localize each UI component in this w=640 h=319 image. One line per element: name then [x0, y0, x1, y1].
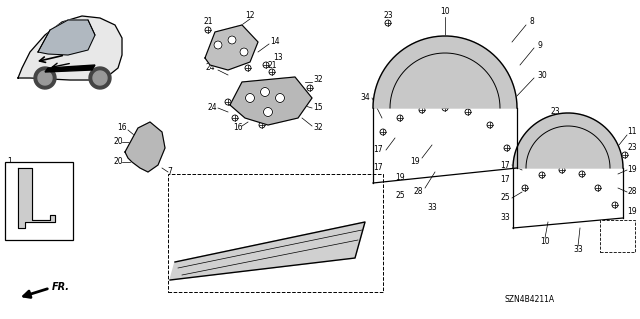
Text: 19: 19: [627, 207, 637, 217]
Text: 24: 24: [273, 276, 283, 285]
Text: 16: 16: [117, 123, 127, 132]
Text: 23: 23: [627, 144, 637, 152]
Bar: [600, 220, 635, 252]
Text: 19: 19: [395, 174, 405, 182]
Circle shape: [214, 41, 222, 49]
Text: 4: 4: [300, 256, 305, 264]
Text: 25: 25: [395, 190, 405, 199]
Text: 24: 24: [205, 63, 215, 72]
Text: 23: 23: [383, 11, 393, 19]
Polygon shape: [125, 122, 165, 172]
Text: 1: 1: [8, 158, 12, 167]
Text: 21: 21: [268, 61, 276, 70]
Text: 27: 27: [180, 213, 190, 222]
Circle shape: [264, 108, 273, 116]
Text: 10: 10: [540, 238, 550, 247]
Text: 19: 19: [627, 166, 637, 174]
Text: 23: 23: [550, 108, 560, 116]
Text: 5: 5: [376, 194, 380, 203]
Text: 17: 17: [500, 175, 510, 184]
Text: 32: 32: [313, 76, 323, 85]
Circle shape: [275, 93, 285, 102]
Circle shape: [246, 93, 255, 102]
Text: 33: 33: [573, 246, 583, 255]
Text: 28: 28: [413, 188, 423, 197]
Text: 18: 18: [243, 276, 253, 285]
Text: 10: 10: [440, 8, 450, 17]
Text: 33: 33: [500, 213, 510, 222]
Polygon shape: [34, 67, 56, 89]
Text: 26: 26: [607, 246, 617, 255]
Text: 6: 6: [300, 265, 305, 275]
Text: B-46-50: B-46-50: [603, 239, 632, 245]
Text: 16: 16: [233, 123, 243, 132]
Text: 29: 29: [270, 224, 280, 233]
Text: 20: 20: [113, 137, 123, 146]
Text: 22: 22: [333, 261, 343, 270]
Circle shape: [228, 36, 236, 44]
Polygon shape: [38, 71, 52, 85]
Text: 30: 30: [537, 70, 547, 79]
Text: 7: 7: [168, 167, 172, 176]
Circle shape: [240, 48, 248, 56]
Text: 22: 22: [325, 224, 335, 233]
Text: 19: 19: [410, 158, 420, 167]
Text: 21: 21: [204, 18, 212, 26]
Text: SZN4B4211A: SZN4B4211A: [505, 295, 555, 305]
Text: 22: 22: [8, 210, 17, 216]
Text: 28: 28: [627, 188, 637, 197]
Bar: [5, 162, 73, 240]
Text: 13: 13: [273, 54, 283, 63]
Text: 15: 15: [313, 103, 323, 113]
Text: 20: 20: [113, 158, 123, 167]
Polygon shape: [513, 113, 623, 168]
Polygon shape: [230, 77, 312, 125]
Text: 2: 2: [8, 166, 12, 174]
Text: 8: 8: [530, 18, 534, 26]
Text: 17: 17: [500, 160, 510, 169]
Polygon shape: [89, 67, 111, 89]
Text: 34: 34: [360, 93, 370, 102]
Text: 33: 33: [427, 204, 437, 212]
Polygon shape: [18, 16, 122, 80]
Text: 12: 12: [245, 11, 255, 19]
Text: FR.: FR.: [52, 282, 70, 292]
Bar: [168, 174, 383, 292]
Polygon shape: [93, 71, 107, 85]
Text: 14: 14: [270, 38, 280, 47]
Polygon shape: [45, 65, 95, 72]
Text: 9: 9: [538, 41, 543, 49]
Text: 31: 31: [8, 193, 17, 199]
Polygon shape: [170, 222, 365, 280]
Text: 17: 17: [373, 164, 383, 173]
Polygon shape: [205, 25, 258, 70]
Polygon shape: [38, 20, 95, 55]
Text: 11: 11: [627, 128, 637, 137]
Text: 25: 25: [500, 194, 510, 203]
Polygon shape: [18, 168, 55, 228]
Text: 17: 17: [373, 145, 383, 154]
Text: 29: 29: [8, 175, 17, 181]
Circle shape: [260, 87, 269, 97]
Text: 24: 24: [207, 103, 217, 113]
Text: 3: 3: [376, 183, 380, 192]
Text: 32: 32: [313, 123, 323, 132]
Polygon shape: [373, 36, 517, 108]
